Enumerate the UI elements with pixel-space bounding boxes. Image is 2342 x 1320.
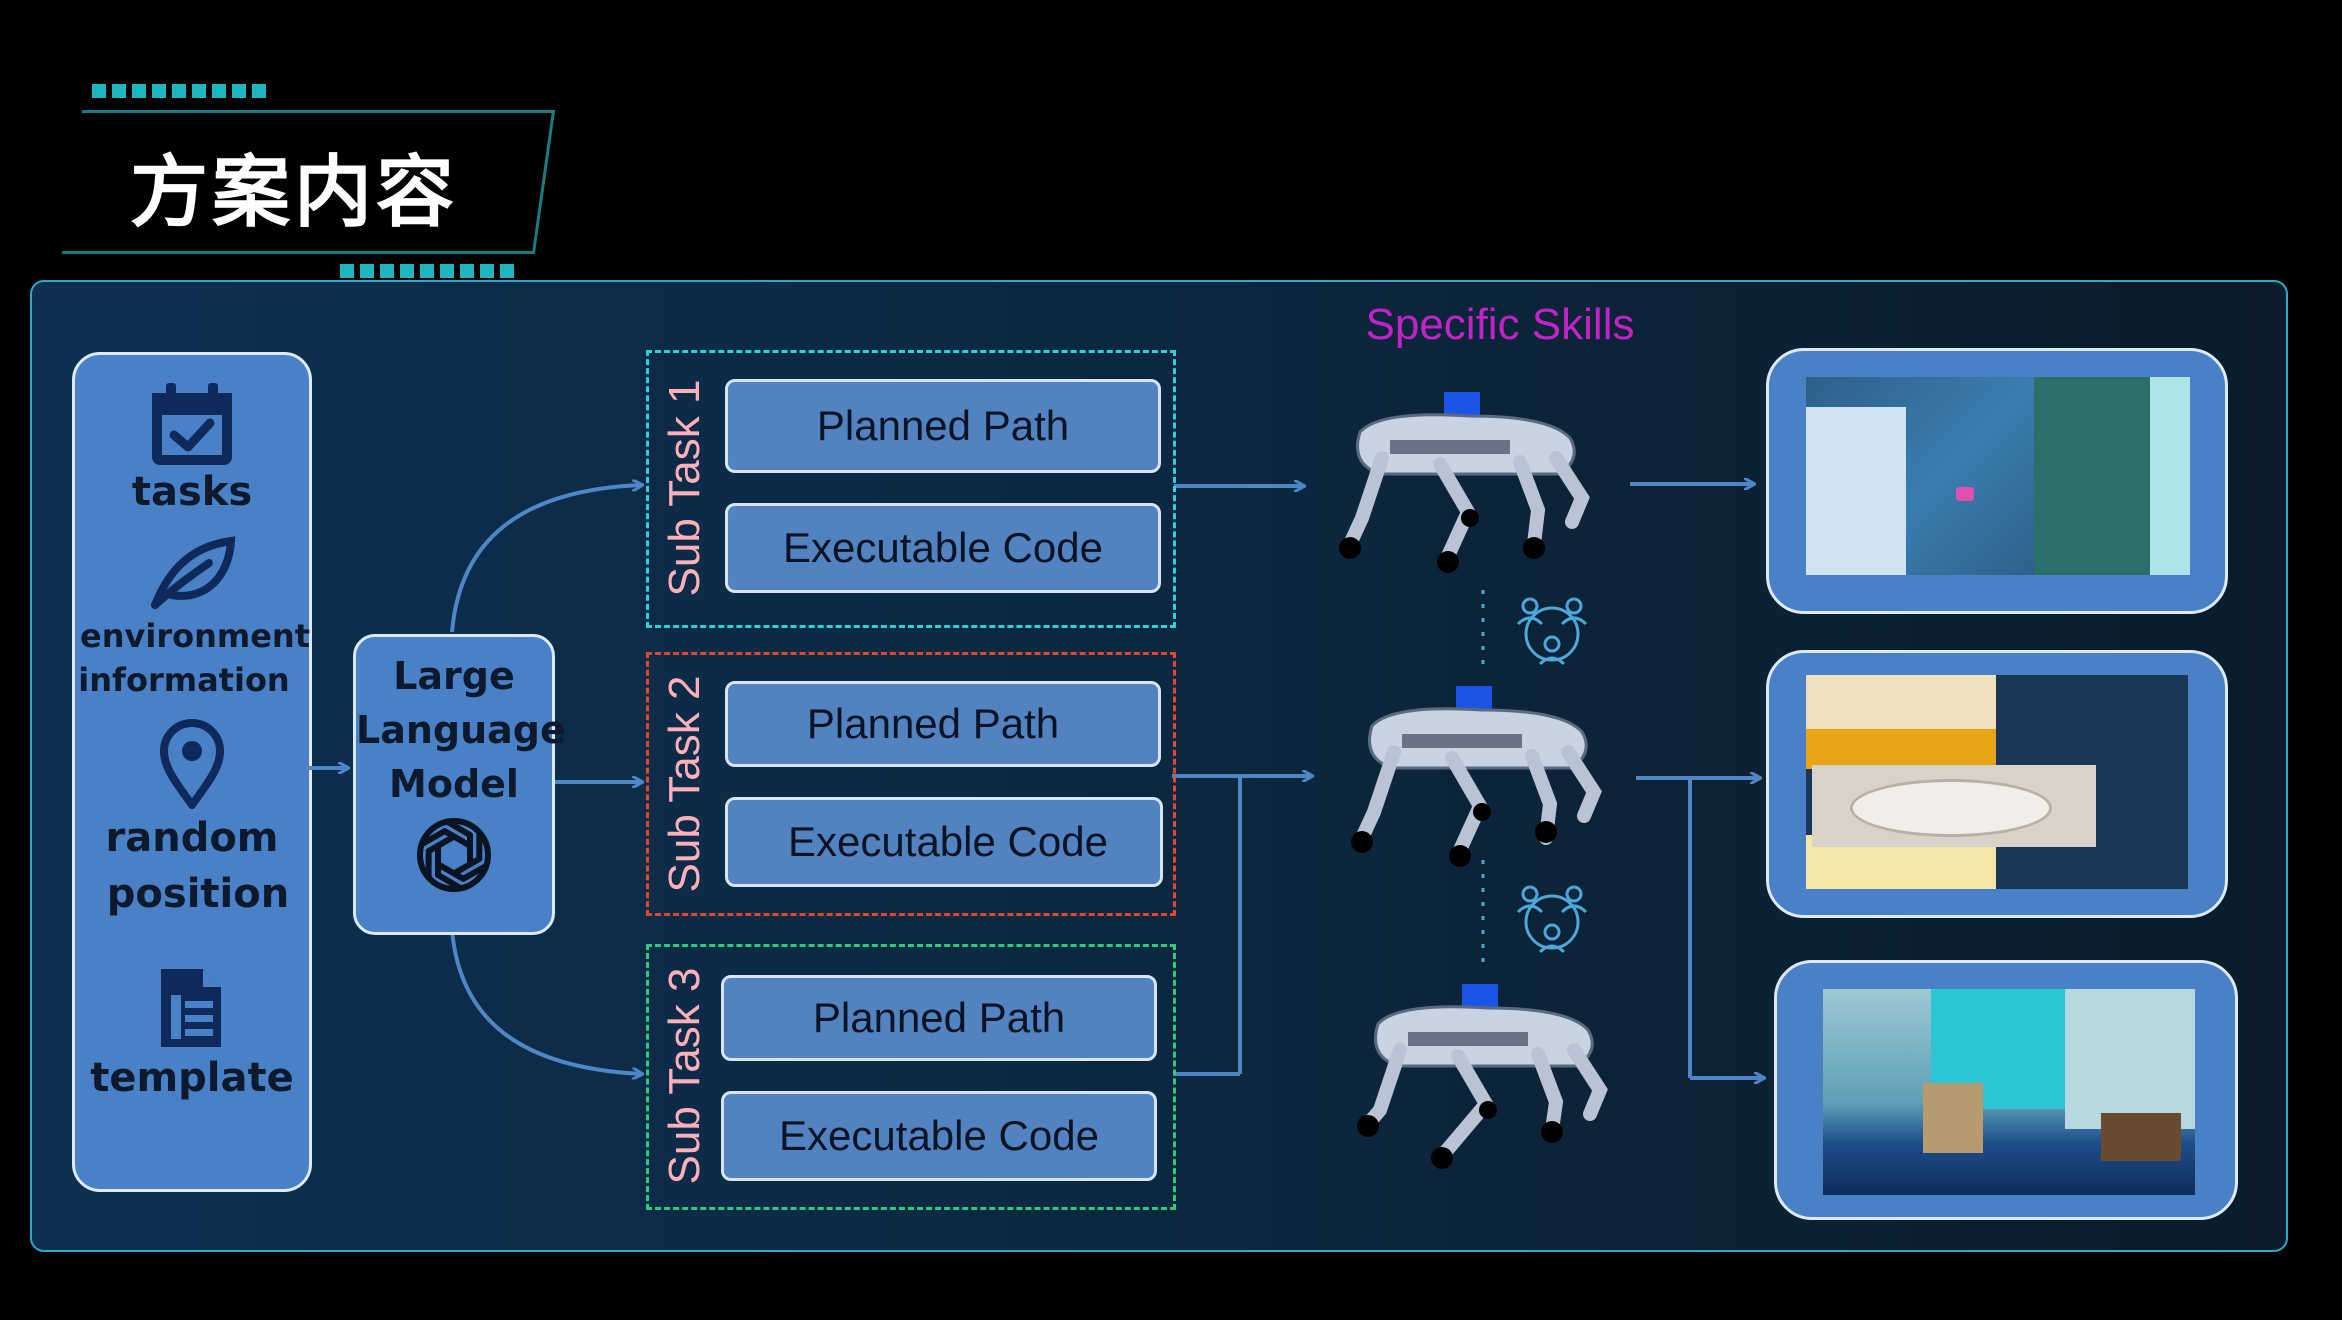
team-network-icon bbox=[1516, 597, 1588, 666]
subtask-group-1: Sub Task 1 Planned Path Executable Code bbox=[646, 350, 1176, 628]
input-label-template: template bbox=[90, 1055, 294, 1101]
result-frame-1 bbox=[1766, 348, 2228, 614]
input-label-random: random bbox=[105, 815, 279, 861]
input-label-position: position bbox=[106, 871, 290, 917]
planned-path-button-3[interactable]: Planned Path bbox=[721, 975, 1157, 1061]
subtask-label-2: Sub Task 2 bbox=[660, 675, 709, 893]
subtask-group-3: Sub Task 3 Planned Path Executable Code bbox=[646, 944, 1176, 1210]
llm-label-line1: Large bbox=[393, 654, 515, 698]
table-surface bbox=[2101, 1113, 2181, 1161]
input-label-environment-line2: information bbox=[78, 661, 290, 699]
wall-block bbox=[2034, 377, 2154, 575]
openai-logo-icon bbox=[417, 818, 491, 892]
calendar-check-icon bbox=[152, 383, 232, 465]
table-surface bbox=[1923, 1083, 1983, 1153]
executable-code-button-3[interactable]: Executable Code bbox=[721, 1091, 1157, 1181]
input-panel: tasks environment information random pos… bbox=[72, 352, 312, 1192]
result-image-3 bbox=[1823, 989, 2195, 1195]
llm-label: Large Language Model bbox=[356, 649, 566, 811]
planned-path-button-1[interactable]: Planned Path bbox=[725, 379, 1161, 473]
llm-label-line3: Model bbox=[389, 762, 519, 806]
result-image-2 bbox=[1806, 675, 2188, 889]
document-icon bbox=[161, 969, 221, 1047]
team-network-icon bbox=[1516, 885, 1588, 954]
executable-code-button-1[interactable]: Executable Code bbox=[725, 503, 1161, 593]
result-image-1 bbox=[1806, 377, 2190, 575]
wall-block bbox=[1806, 407, 1906, 575]
quadruped-robot-icon bbox=[1351, 686, 1602, 867]
input-label-environment-line1: environment bbox=[80, 617, 310, 655]
page-title: 方案内容 bbox=[130, 148, 459, 238]
leaf-icon bbox=[151, 536, 236, 609]
llm-box: Large Language Model bbox=[353, 634, 566, 935]
llm-label-line2: Language bbox=[356, 708, 566, 752]
result-frame-2 bbox=[1766, 650, 2228, 918]
planned-path-button-2[interactable]: Planned Path bbox=[725, 681, 1161, 767]
subtask-group-2: Sub Task 2 Planned Path Executable Code bbox=[646, 652, 1176, 916]
result-frame-3 bbox=[1774, 960, 2238, 1220]
wall-block bbox=[2150, 377, 2190, 575]
header-stripe-top bbox=[92, 84, 272, 98]
wall-block bbox=[2065, 989, 2195, 1129]
wall-block bbox=[1806, 729, 1996, 769]
robot-marker bbox=[1956, 487, 1974, 501]
location-pin-icon bbox=[160, 719, 224, 809]
plate bbox=[1850, 779, 2052, 837]
quadruped-robot-icon bbox=[1339, 392, 1590, 573]
quadruped-robot-icon bbox=[1357, 984, 1608, 1169]
header-stripe-bottom bbox=[340, 264, 520, 278]
input-label-tasks: tasks bbox=[131, 469, 253, 515]
subtask-label-3: Sub Task 3 bbox=[660, 967, 709, 1185]
wall-block bbox=[1806, 675, 1996, 729]
executable-code-button-2[interactable]: Executable Code bbox=[725, 797, 1163, 887]
subtask-label-1: Sub Task 1 bbox=[660, 379, 709, 597]
specific-skills-title: Specific Skills bbox=[1365, 300, 1635, 349]
